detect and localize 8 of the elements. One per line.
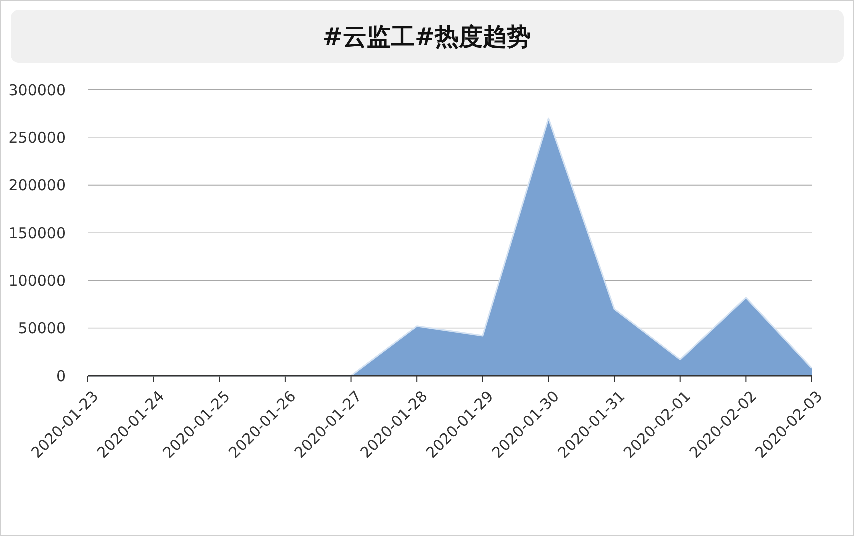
y-tick-label: 200000 [8, 176, 66, 195]
y-tick-label: 150000 [8, 224, 66, 242]
y-tick-label: 100000 [8, 272, 66, 290]
y-tick-label: 300000 [8, 81, 66, 100]
y-tick-label: 50000 [18, 320, 66, 338]
y-tick-label: 250000 [8, 128, 66, 147]
y-tick-label: 0 [56, 367, 66, 386]
chart-title: #云监工#热度趋势 [322, 23, 532, 51]
